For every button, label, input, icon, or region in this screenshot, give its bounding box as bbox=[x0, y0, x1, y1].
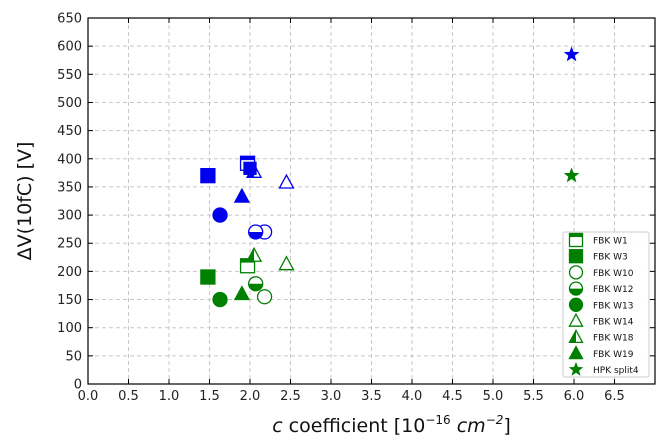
legend-marker bbox=[568, 232, 584, 248]
x-axis-title-unit: cm bbox=[451, 415, 486, 437]
data-point bbox=[212, 207, 228, 223]
y-tick-label: 0 bbox=[74, 378, 82, 393]
x-tick-label: 1.5 bbox=[199, 389, 220, 404]
legend-marker bbox=[568, 329, 584, 344]
legend-marker bbox=[568, 249, 584, 264]
y-tick-label: 400 bbox=[57, 152, 82, 167]
y-tick-label: 350 bbox=[57, 180, 82, 195]
legend-label: FBK W13 bbox=[593, 301, 633, 311]
x-tick-label: 6.0 bbox=[564, 389, 585, 404]
x-tick-label: 0.0 bbox=[78, 389, 99, 404]
data-point bbox=[212, 291, 228, 308]
y-tick-label: 550 bbox=[57, 68, 82, 83]
y-tick-label: 600 bbox=[57, 40, 82, 55]
data-point bbox=[200, 168, 216, 184]
data-point bbox=[563, 46, 580, 62]
y-tick-label: 650 bbox=[57, 12, 82, 27]
x-tick-label: 5.0 bbox=[483, 389, 504, 404]
x-tick-label: 4.0 bbox=[402, 389, 423, 404]
x-axis-title: c coefficient [10−16 cm−2] bbox=[272, 413, 511, 437]
data-point bbox=[248, 224, 264, 240]
data-point bbox=[200, 269, 216, 285]
legend-marker bbox=[568, 312, 584, 327]
legend-label: FBK W12 bbox=[593, 285, 633, 295]
y-tick-label: 300 bbox=[57, 209, 82, 224]
y-tick-label: 250 bbox=[57, 237, 82, 252]
data-point bbox=[563, 167, 580, 183]
legend-label: FBK W18 bbox=[593, 334, 634, 344]
x-tick-label: 5.5 bbox=[523, 389, 544, 404]
legend-label: FBK W3 bbox=[593, 253, 628, 263]
x-tick-label: 4.5 bbox=[442, 389, 463, 404]
legend-marker bbox=[568, 265, 584, 280]
y-tick-label: 450 bbox=[57, 124, 82, 139]
legend-box bbox=[562, 231, 650, 378]
legend-label: FBK W1 bbox=[593, 237, 628, 247]
legend-label: FBK W19 bbox=[593, 350, 634, 360]
x-tick-label: 0.5 bbox=[118, 389, 139, 404]
data-point bbox=[248, 276, 264, 292]
x-tick-label: 2.0 bbox=[240, 389, 261, 404]
x-axis-title-exponent: −16 bbox=[425, 413, 450, 427]
legend-marker bbox=[568, 281, 584, 296]
y-tick-label: 100 bbox=[57, 321, 82, 336]
y-tick-label: 500 bbox=[57, 96, 82, 111]
data-point bbox=[256, 289, 273, 305]
x-tick-label: 3.5 bbox=[361, 389, 382, 404]
data-point bbox=[278, 173, 295, 189]
x-axis-title-close: ] bbox=[503, 415, 510, 437]
x-axis-title-unit-exponent: −2 bbox=[486, 413, 504, 427]
y-tick-label: 150 bbox=[57, 293, 82, 308]
x-tick-label: 3.0 bbox=[321, 389, 342, 404]
legend-marker bbox=[568, 297, 584, 312]
y-tick-label: 200 bbox=[57, 265, 82, 280]
y-axis-title: ΔV(10fC) [V] bbox=[14, 142, 36, 261]
data-point bbox=[233, 285, 250, 301]
legend-label: HPK split4 bbox=[593, 366, 639, 376]
data-point bbox=[233, 187, 250, 203]
x-axis-title-symbol: c bbox=[272, 415, 283, 437]
legend-marker bbox=[568, 345, 584, 360]
legend-label: FBK W14 bbox=[593, 318, 634, 328]
data-point bbox=[243, 161, 257, 175]
data-point bbox=[245, 246, 263, 262]
x-axis-title-text: coefficient [10 bbox=[283, 415, 426, 437]
legend-marker bbox=[568, 361, 584, 376]
x-tick-label: 6.5 bbox=[604, 389, 625, 404]
y-tick-label: 50 bbox=[65, 349, 82, 364]
legend-label: FBK W10 bbox=[593, 269, 634, 279]
x-tick-label: 1.0 bbox=[159, 389, 180, 404]
x-tick-label: 2.5 bbox=[280, 389, 301, 404]
data-point bbox=[278, 255, 295, 271]
